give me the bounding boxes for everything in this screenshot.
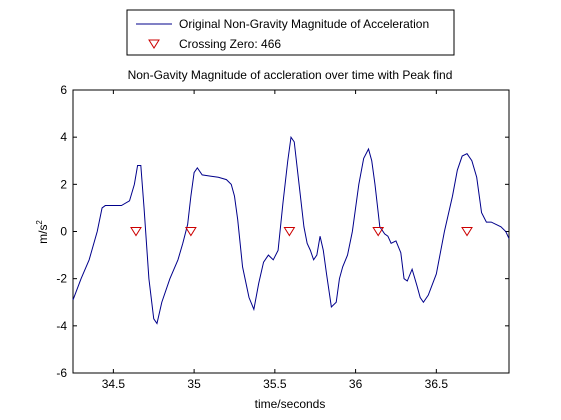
legend: Original Non-Gravity Magnitude of Accele…: [126, 9, 455, 56]
zero-crossing-marker: [130, 227, 142, 237]
x-tick-label: 35: [187, 377, 201, 391]
x-tick-label: 36: [349, 377, 363, 391]
zero-crossing-marker: [283, 227, 296, 237]
zero-crossing-marker: [184, 227, 197, 237]
y-tick-label: 0: [60, 225, 67, 239]
y-tick-label: 4: [60, 130, 67, 144]
zero-crossing-marker: [372, 227, 385, 237]
y-axis-label-base: m/s: [36, 225, 50, 244]
legend-label-series-2: Crossing Zero: 466: [179, 37, 281, 51]
x-tick-label: 36.5: [425, 377, 449, 391]
x-axis: 34.5 35 35.5 36 36.5: [102, 90, 449, 391]
zero-crossing-markers: [130, 227, 473, 237]
x-axis-label: time/seconds: [255, 397, 326, 411]
chart-title: Non-Gavity Magnitude of accleration over…: [128, 68, 453, 82]
y-axis-label-exponent: 2: [35, 220, 44, 225]
y-tick-label: 6: [60, 83, 67, 97]
x-tick-label: 34.5: [102, 377, 126, 391]
y-tick-label: -6: [56, 366, 67, 380]
y-tick-label: -4: [56, 319, 67, 333]
legend-triangle-marker: [148, 39, 160, 49]
y-tick-label: -2: [56, 272, 67, 286]
legend-label-series-1: Original Non-Gravity Magnitude of Accele…: [179, 17, 429, 31]
y-axis-label: m/s2: [35, 220, 50, 244]
y-tick-label: 2: [60, 177, 67, 191]
zero-crossing-marker: [461, 227, 473, 237]
legend-box: [126, 9, 455, 56]
x-tick-label: 35.5: [263, 377, 287, 391]
series-line: [72, 135, 510, 325]
